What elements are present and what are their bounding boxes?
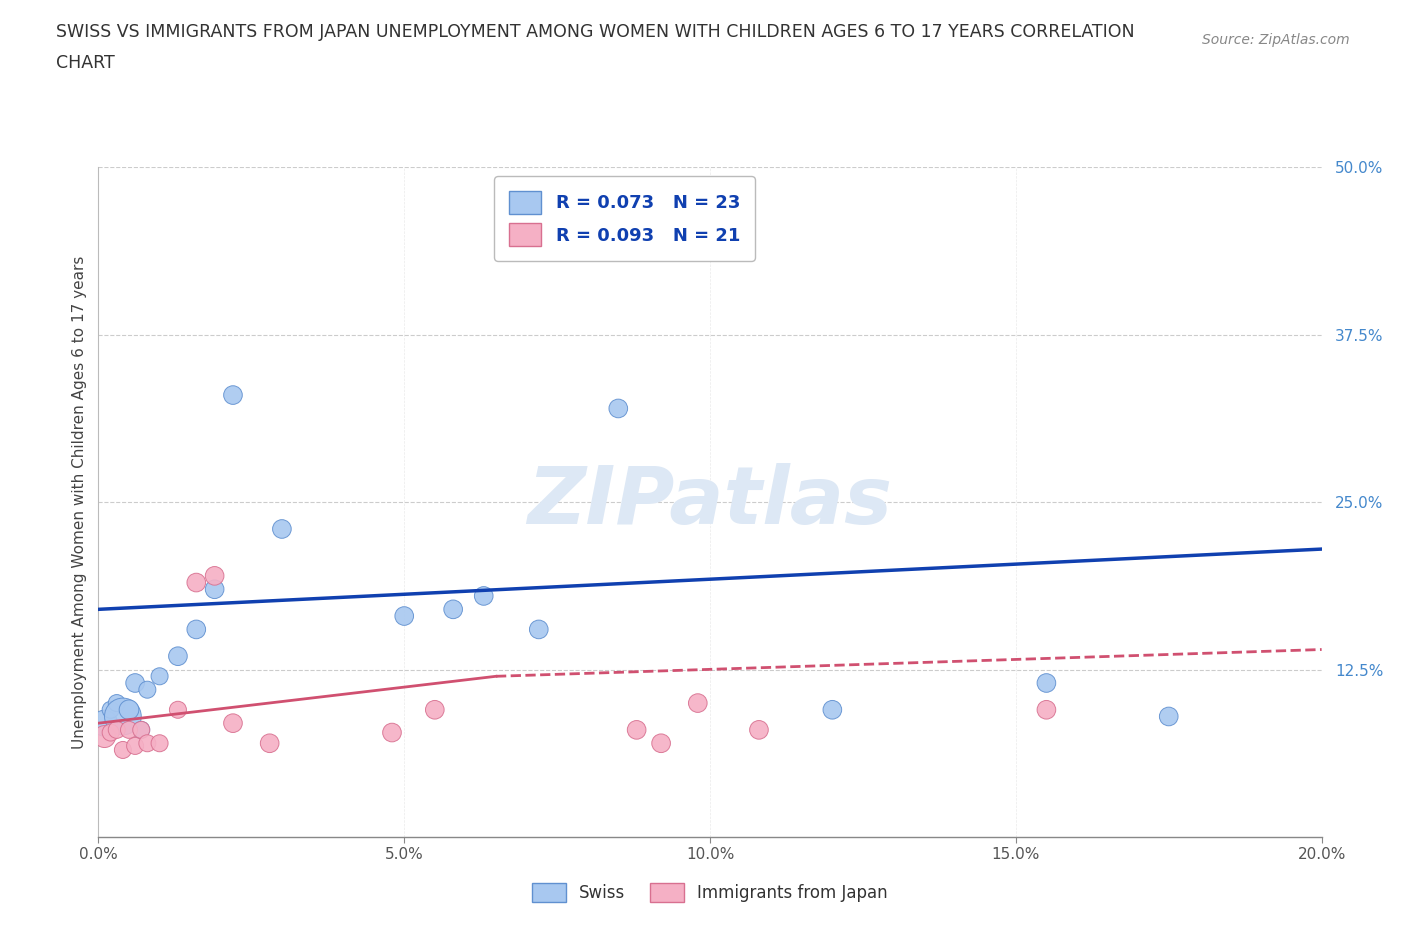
Point xyxy=(222,716,245,731)
Point xyxy=(686,696,709,711)
Point xyxy=(222,388,245,403)
Point xyxy=(124,675,146,690)
Text: Source: ZipAtlas.com: Source: ZipAtlas.com xyxy=(1202,33,1350,46)
Point xyxy=(607,401,630,416)
Point xyxy=(93,729,115,744)
Point xyxy=(381,725,404,740)
Point xyxy=(136,736,159,751)
Point xyxy=(1157,709,1180,724)
Point xyxy=(650,736,672,751)
Point xyxy=(118,723,141,737)
Point xyxy=(472,589,495,604)
Point xyxy=(748,723,770,737)
Point xyxy=(111,709,134,724)
Point xyxy=(136,683,159,698)
Point xyxy=(100,702,122,717)
Text: CHART: CHART xyxy=(56,54,115,72)
Point xyxy=(167,649,190,664)
Point xyxy=(423,702,446,717)
Point xyxy=(441,602,464,617)
Point xyxy=(100,725,122,740)
Point xyxy=(527,622,550,637)
Point xyxy=(204,582,226,597)
Point xyxy=(821,702,844,717)
Point xyxy=(186,575,208,590)
Point xyxy=(124,738,146,753)
Point xyxy=(129,723,152,737)
Point xyxy=(626,723,648,737)
Point xyxy=(149,736,172,751)
Point xyxy=(93,716,115,731)
Point xyxy=(167,702,190,717)
Point xyxy=(129,723,152,737)
Legend: Swiss, Immigrants from Japan: Swiss, Immigrants from Japan xyxy=(526,876,894,909)
Y-axis label: Unemployment Among Women with Children Ages 6 to 17 years: Unemployment Among Women with Children A… xyxy=(72,256,87,749)
Point xyxy=(118,702,141,717)
Point xyxy=(149,669,172,684)
Point xyxy=(392,608,416,623)
Point xyxy=(105,723,128,737)
Point xyxy=(1035,702,1057,717)
Point xyxy=(259,736,281,751)
Point xyxy=(186,622,208,637)
Point xyxy=(1035,675,1057,690)
Point xyxy=(111,742,134,757)
Text: ZIPatlas: ZIPatlas xyxy=(527,463,893,541)
Point xyxy=(270,522,292,537)
Text: SWISS VS IMMIGRANTS FROM JAPAN UNEMPLOYMENT AMONG WOMEN WITH CHILDREN AGES 6 TO : SWISS VS IMMIGRANTS FROM JAPAN UNEMPLOYM… xyxy=(56,23,1135,41)
Point xyxy=(204,568,226,583)
Point xyxy=(105,696,128,711)
Point xyxy=(686,240,709,255)
